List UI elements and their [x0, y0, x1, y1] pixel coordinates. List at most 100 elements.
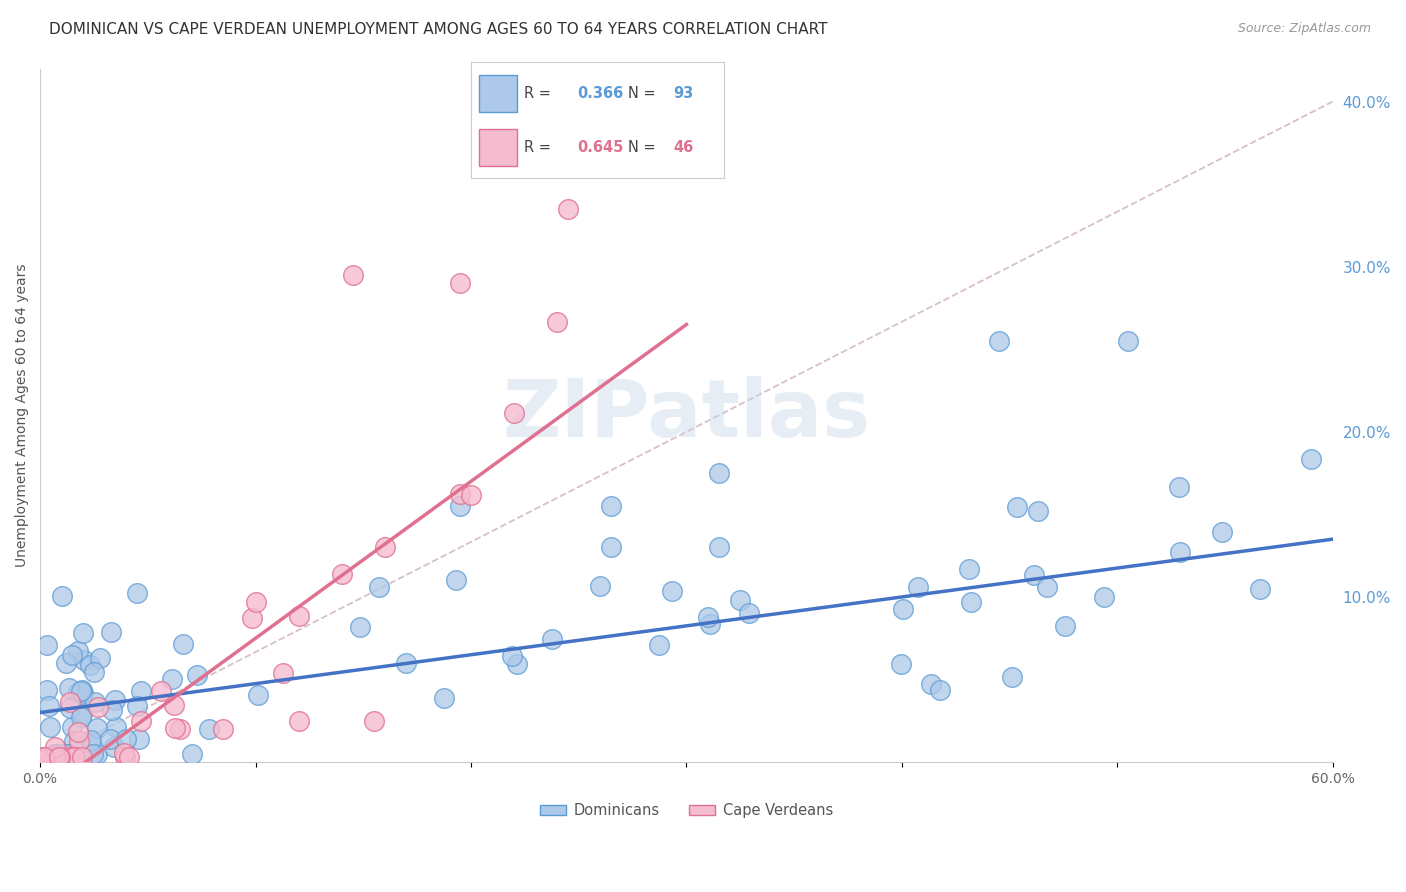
- Point: [72, 625, 94, 640]
- Point: [245, 595, 267, 609]
- FancyBboxPatch shape: [478, 128, 516, 166]
- Point: [501, 649, 523, 664]
- Point: [699, 617, 721, 632]
- Point: [330, 566, 353, 581]
- Point: [449, 276, 471, 290]
- Point: [212, 722, 235, 736]
- Point: [49, 750, 72, 764]
- Point: [363, 714, 385, 728]
- Point: [128, 732, 150, 747]
- Text: Source: ZipAtlas.com: Source: ZipAtlas.com: [1237, 22, 1371, 36]
- Point: [63, 734, 86, 748]
- Point: [98, 731, 121, 746]
- Point: [546, 315, 568, 329]
- Text: 46: 46: [673, 139, 693, 154]
- Text: ZIPatlas: ZIPatlas: [502, 376, 870, 454]
- Point: [34, 750, 56, 764]
- Point: [920, 677, 942, 691]
- Point: [707, 466, 730, 480]
- Point: [69, 684, 91, 698]
- Point: [89, 651, 111, 665]
- Point: [1249, 582, 1271, 596]
- Point: [100, 625, 122, 640]
- Point: [374, 540, 396, 554]
- Point: [83, 665, 105, 680]
- Point: [58, 750, 80, 764]
- Point: [39, 750, 62, 764]
- Point: [1211, 524, 1233, 539]
- Point: [87, 700, 110, 714]
- Point: [100, 702, 122, 716]
- Point: [79, 658, 101, 673]
- Point: [44, 750, 66, 764]
- Point: [58, 747, 80, 761]
- Point: [67, 644, 90, 658]
- Point: [661, 584, 683, 599]
- Point: [730, 593, 752, 607]
- Point: [129, 683, 152, 698]
- Point: [1168, 545, 1191, 559]
- Point: [115, 731, 138, 746]
- Point: [150, 683, 173, 698]
- Point: [600, 541, 623, 555]
- Point: [38, 699, 60, 714]
- FancyBboxPatch shape: [478, 75, 516, 112]
- Point: [44, 739, 66, 754]
- Point: [35, 683, 58, 698]
- Point: [540, 632, 562, 647]
- Point: [127, 586, 149, 600]
- Point: [960, 595, 983, 609]
- Point: [907, 580, 929, 594]
- Point: [112, 746, 135, 760]
- Point: [125, 699, 148, 714]
- Point: [38, 720, 60, 734]
- Point: [80, 732, 103, 747]
- Point: [118, 750, 141, 764]
- Point: [34, 750, 56, 764]
- Text: N =: N =: [628, 87, 661, 102]
- Point: [104, 693, 127, 707]
- Point: [506, 657, 529, 671]
- Point: [242, 611, 264, 625]
- Point: [349, 620, 371, 634]
- Point: [246, 688, 269, 702]
- Point: [503, 406, 526, 420]
- Point: [62, 750, 84, 764]
- Point: [55, 656, 77, 670]
- Y-axis label: Unemployment Among Ages 60 to 64 years: Unemployment Among Ages 60 to 64 years: [15, 263, 30, 567]
- Point: [44, 747, 66, 761]
- Point: [444, 574, 467, 588]
- Point: [70, 750, 93, 764]
- Point: [44, 750, 66, 764]
- Point: [65, 750, 87, 764]
- Point: [56, 747, 79, 761]
- Point: [186, 667, 208, 681]
- Point: [37, 638, 59, 652]
- Point: [987, 334, 1010, 348]
- Point: [84, 695, 107, 709]
- Point: [48, 747, 70, 761]
- Point: [103, 739, 125, 754]
- Point: [49, 750, 72, 764]
- Text: 0.645: 0.645: [578, 139, 624, 154]
- Point: [1301, 452, 1323, 467]
- Point: [114, 750, 136, 764]
- Point: [600, 499, 623, 513]
- Point: [82, 747, 104, 761]
- Point: [58, 681, 80, 695]
- Point: [129, 714, 152, 729]
- Point: [621, 153, 644, 167]
- Point: [957, 562, 980, 576]
- Point: [1116, 334, 1139, 348]
- Point: [60, 648, 83, 663]
- Point: [86, 747, 108, 761]
- Point: [66, 725, 89, 739]
- Point: [72, 686, 94, 700]
- Text: DOMINICAN VS CAPE VERDEAN UNEMPLOYMENT AMONG AGES 60 TO 64 YEARS CORRELATION CHA: DOMINICAN VS CAPE VERDEAN UNEMPLOYMENT A…: [49, 22, 828, 37]
- Point: [44, 747, 66, 761]
- Point: [367, 580, 389, 594]
- Point: [70, 683, 93, 698]
- Point: [928, 682, 950, 697]
- Text: 0.366: 0.366: [578, 87, 623, 102]
- Point: [433, 691, 456, 706]
